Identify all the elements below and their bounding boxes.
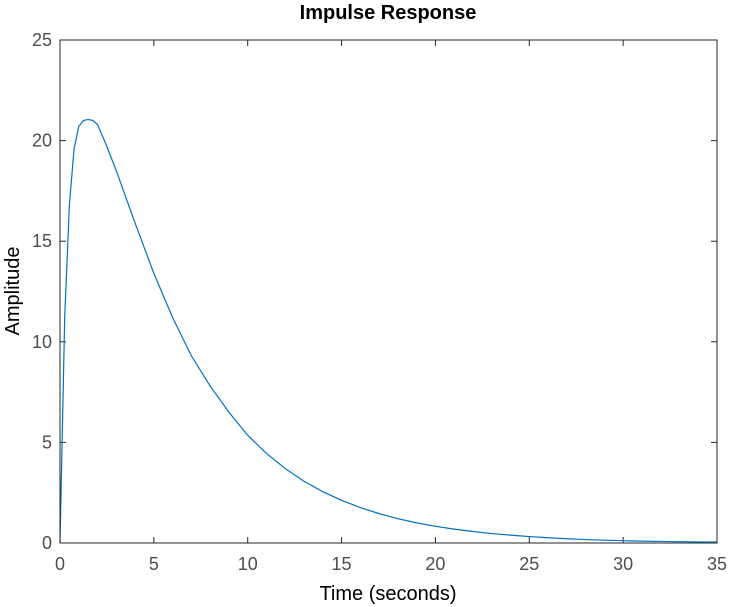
x-tick-label: 5 xyxy=(149,554,159,574)
y-tick-label: 10 xyxy=(32,332,52,352)
y-tick-label: 25 xyxy=(32,30,52,50)
plot-area xyxy=(60,40,717,543)
x-axis-label: Time (seconds) xyxy=(319,583,456,605)
x-tick-label: 20 xyxy=(425,554,445,574)
y-tick-label: 15 xyxy=(32,231,52,251)
y-axis-label: Amplitude xyxy=(2,247,24,336)
x-tick-label: 0 xyxy=(55,554,65,574)
x-tick-label: 10 xyxy=(238,554,258,574)
x-ticks: 0 5 10 15 20 25 30 35 xyxy=(55,40,727,574)
x-tick-label: 25 xyxy=(519,554,539,574)
x-tick-label: 30 xyxy=(613,554,633,574)
y-tick-label: 20 xyxy=(32,131,52,151)
y-tick-label: 5 xyxy=(42,432,52,452)
axes-box xyxy=(59,39,718,544)
x-tick-label: 35 xyxy=(707,554,727,574)
y-ticks: 0 5 10 15 20 25 xyxy=(32,30,717,553)
impulse-response-line xyxy=(59,118,718,544)
y-tick-label: 0 xyxy=(42,533,52,553)
x-tick-label: 15 xyxy=(332,554,352,574)
chart-title: Impulse Response xyxy=(300,2,477,24)
